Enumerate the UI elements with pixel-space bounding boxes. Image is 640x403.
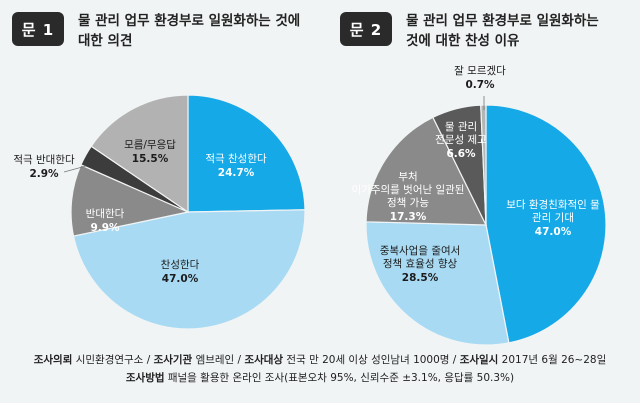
question-2-badge: 문 2 xyxy=(340,12,392,46)
footer-line-1: 조사의뢰 시민환경연구소 / 조사기관 엠브레인 / 조사대상 전국 만 20세… xyxy=(0,351,640,369)
question-1-badge: 문 1 xyxy=(12,12,64,46)
question-2-title-line2: 것에 대한 찬성 이유 xyxy=(406,33,520,49)
pie-1-slice-5 xyxy=(90,94,189,214)
pie-1-slice-2-value: 47.0% xyxy=(162,273,199,285)
question-1-title: 물 관리 업무 환경부로 일원화하는 것에 대한 의견 xyxy=(78,11,318,51)
question-1-title-line2: 대한 의견 xyxy=(78,33,133,49)
pie-1-slice-4-label: 적극 반대한다 2.9% xyxy=(13,154,75,180)
question-2-title-line1: 물 관리 업무 환경부로 일원화하는 xyxy=(406,13,599,29)
footer-key-target: 조사대상 xyxy=(244,354,284,366)
pie-1-slice-3 xyxy=(70,164,190,237)
pie-2-slice-1-value: 47.0% xyxy=(535,226,572,238)
footer-separator: / xyxy=(237,354,245,366)
pie-2-slice-4-label: 물 관리 전문성 제고 6.6% xyxy=(435,121,487,160)
pie-1-slice-5-value: 15.5% xyxy=(132,153,169,165)
footer-value-agency: 엠브레인 xyxy=(195,354,235,366)
pie-chart-1: 적극 찬성한다 24.7% 찬성한다 47.0% 반대한다 9.9% 적극 반대한다 2.9%… xyxy=(13,94,306,330)
pie-2-slice-3 xyxy=(365,116,487,226)
footer-key-requester: 조사의뢰 xyxy=(33,354,73,366)
pie-2-slice-4-value: 6.6% xyxy=(446,148,476,160)
footer-key-agency: 조사기관 xyxy=(153,354,193,366)
footer-key-method: 조사방법 xyxy=(125,372,165,384)
pie-1-slice-4-value: 2.9% xyxy=(29,168,59,180)
pie-2-slice-1-label: 보다 환경친화적인 물 관리 기대 47.0% xyxy=(506,198,600,238)
footer-value-target: 전국 만 20세 이상 성인남녀 1000명 xyxy=(286,354,450,366)
pie-2-slice-3-label: 부처 이기주의를 벗어난 일관된 정책 가능 17.3% xyxy=(352,171,465,223)
question-1-title-line1: 물 관리 업무 환경부로 일원화하는 것에 xyxy=(78,13,301,29)
footer-separator: / xyxy=(452,354,460,366)
pie-2-slice-1 xyxy=(485,104,607,344)
footer-key-date: 조사일시 xyxy=(459,354,499,366)
pie-2-slice-2-value: 28.5% xyxy=(402,272,439,284)
pie-1-slice-2 xyxy=(72,209,306,330)
footer-value-requester: 시민환경연구소 xyxy=(75,354,144,366)
pie-2-slice-5 xyxy=(480,104,487,226)
pie-2-slice-3-value: 17.3% xyxy=(390,211,427,223)
pie-1-slice-1-label: 적극 찬성한다 24.7% xyxy=(205,153,267,179)
footer-value-method: 패널을 활용한 온라인 조사(표본오차 95%, 신뢰수준 ±3.1%, 응답률… xyxy=(167,372,515,384)
pie-chart-2: 보다 환경친화적인 물 관리 기대 47.0% 중복사업을 줄여서 정책 효율성 향상 2… xyxy=(352,65,607,346)
pie-1-slice-3-value: 9.9% xyxy=(90,222,120,234)
pie-1-slice-1 xyxy=(187,94,306,213)
pie-1-slice-3-label: 반대한다 9.9% xyxy=(86,208,125,234)
pie-1-slice-1-value: 24.7% xyxy=(218,167,255,179)
pie-2-slice-5-label: 잘 모르겠다 0.7% xyxy=(454,65,506,91)
pie-1-slice-2-label: 찬성한다 47.0% xyxy=(161,259,200,285)
footer-separator: / xyxy=(146,354,154,366)
pie-2-slice-2-label: 중복사업을 줄여서 정책 효율성 향상 28.5% xyxy=(380,244,461,284)
footer-line-2: 조사방법 패널을 활용한 온라인 조사(표본오차 95%, 신뢰수준 ±3.1%… xyxy=(0,369,640,387)
question-2-title: 물 관리 업무 환경부로 일원화하는 것에 대한 찬성 이유 xyxy=(406,11,636,51)
pie-2-slice-2 xyxy=(365,221,510,346)
pie-1-slice-4-leader-line xyxy=(63,165,87,173)
pie-2-slice-5-value: 0.7% xyxy=(465,79,495,91)
footer-value-date: 2017년 6월 26~28일 xyxy=(501,354,607,366)
survey-footer: 조사의뢰 시민환경연구소 / 조사기관 엠브레인 / 조사대상 전국 만 20세… xyxy=(0,351,640,387)
pie-1-slice-5-label: 모름/무응답 15.5% xyxy=(124,139,176,165)
